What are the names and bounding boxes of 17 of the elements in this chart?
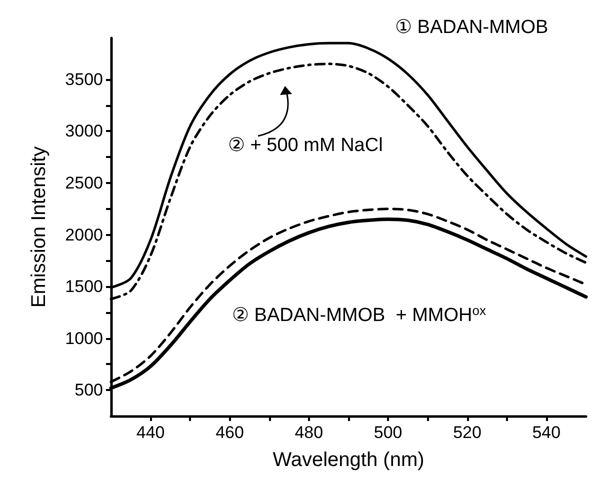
x-tick-label: 460 xyxy=(216,423,244,442)
series-label: ① BADAN-MMOB xyxy=(395,17,548,38)
x-tick-label: 540 xyxy=(532,423,561,442)
x-tick-label: 440 xyxy=(136,423,165,442)
x-tick-label: 500 xyxy=(374,423,402,442)
y-tick-label: 3500 xyxy=(65,70,103,89)
y-tick-label: 3000 xyxy=(65,122,103,141)
y-tick-label: 2000 xyxy=(65,225,103,244)
x-tick-label: 520 xyxy=(453,423,482,442)
y-tick-label: 500 xyxy=(74,380,103,400)
y-tick-label: 1000 xyxy=(65,328,103,348)
series-label: ② + 500 mM NaCl xyxy=(228,135,383,156)
y-tick-label: 2500 xyxy=(65,173,103,192)
y-axis-title: Emission Intensity xyxy=(28,146,50,308)
x-tick-label: 480 xyxy=(294,423,324,442)
y-tick-label: 1500 xyxy=(65,277,103,296)
x-axis-title: Wavelength (nm) xyxy=(272,449,424,471)
